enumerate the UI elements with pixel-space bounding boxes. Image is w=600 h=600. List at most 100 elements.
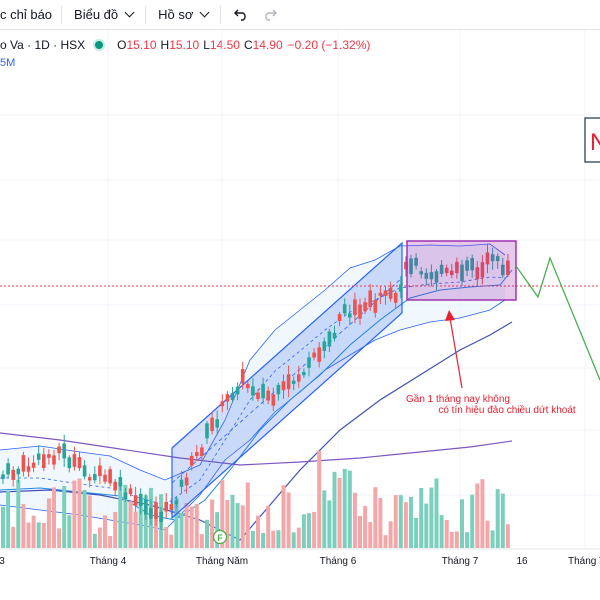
- time-axis[interactable]: 3 Tháng 4 Tháng Năm Tháng 6 Tháng 7 16 T…: [0, 556, 600, 567]
- candle: [460, 259, 464, 287]
- volume-bar: [143, 495, 148, 548]
- candle: [317, 342, 321, 368]
- volume-bar: [256, 515, 260, 548]
- volume-bar: [1, 506, 5, 548]
- candle: [42, 447, 46, 471]
- candle: [123, 487, 128, 502]
- symbol-name[interactable]: o Va · 1D · HSX: [0, 38, 86, 52]
- candle: [82, 460, 87, 480]
- volume-bar: [276, 530, 281, 548]
- candle: [414, 253, 418, 270]
- candle: [87, 474, 92, 488]
- volume-bar: [363, 505, 368, 548]
- volume-bar: [393, 495, 398, 548]
- candle: [297, 365, 301, 388]
- volume-bar: [271, 530, 276, 548]
- symbol-legend: o Va · 1D · HSX O 15.10 H 15.10 L 14.50 …: [0, 36, 370, 54]
- candle: [429, 264, 434, 287]
- volume-bar: [388, 521, 393, 548]
- volume-bar: [169, 534, 174, 548]
- partial-label-box: [584, 117, 600, 163]
- volume-bar: [82, 489, 87, 548]
- volume-bar: [46, 498, 51, 548]
- indicators-label: c chỉ báo: [0, 7, 53, 22]
- volume-bar: [108, 535, 113, 548]
- undo-button[interactable]: [234, 0, 248, 30]
- close-value: 14.90: [252, 38, 283, 52]
- candle: [246, 380, 250, 393]
- toolbar-divider: [220, 5, 222, 24]
- projection-path[interactable]: [515, 256, 600, 381]
- volume-bar: [470, 494, 475, 548]
- volume-bar: [419, 487, 424, 548]
- high-label: H: [160, 38, 170, 52]
- volume-bar: [31, 515, 36, 548]
- volume-bar: [62, 486, 67, 548]
- candle: [108, 466, 112, 487]
- redo-icon: [265, 9, 278, 21]
- time-label-june: Tháng 6: [320, 556, 357, 567]
- volume-bar: [174, 497, 179, 548]
- volume-bar: [312, 511, 317, 548]
- candle: [113, 478, 117, 496]
- time-label-july: Tháng 7: [442, 556, 479, 567]
- chart-type-button[interactable]: Biểu đồ: [74, 0, 135, 30]
- candle: [261, 377, 265, 405]
- volume-bar: [133, 511, 138, 548]
- candle: [133, 486, 138, 512]
- candle: [337, 312, 342, 327]
- profile-button[interactable]: Hồ sơ: [158, 0, 210, 30]
- volume-bar: [57, 528, 62, 548]
- volume-bar: [67, 515, 72, 548]
- bollinger-lower-band: [0, 299, 506, 531]
- volume-bar: [475, 483, 480, 548]
- volume-bar: [409, 496, 413, 548]
- volume-bar: [128, 501, 133, 548]
- chevron-down-icon: [124, 7, 135, 18]
- volume-bar: [123, 484, 128, 548]
- candle: [291, 376, 296, 391]
- candle: [404, 256, 408, 277]
- indicators-button[interactable]: c chỉ báo: [0, 0, 52, 30]
- earnings-marker[interactable]: F: [212, 529, 228, 545]
- volume-bar: [495, 489, 500, 548]
- candle: [67, 455, 72, 473]
- redo-button[interactable]: [263, 0, 278, 30]
- volume-bar: [424, 503, 429, 548]
- volume-bar: [337, 477, 342, 548]
- candle: [174, 495, 179, 508]
- candle: [62, 434, 66, 467]
- chart-type-label: Biểu đồ: [74, 7, 119, 22]
- consolidation-range-box[interactable]: [406, 240, 517, 301]
- close-label: C: [243, 38, 253, 52]
- volume-bar: [403, 502, 408, 548]
- change-value: −0.20 (−1.32%): [287, 38, 371, 52]
- volume-bar: [429, 487, 434, 548]
- candle: [210, 412, 214, 435]
- candle: [47, 449, 51, 465]
- volume-bar: [103, 515, 107, 548]
- candle: [286, 365, 291, 398]
- volume-bar: [245, 482, 250, 548]
- toolbar-divider: [61, 5, 63, 24]
- volume-bar: [505, 524, 510, 548]
- annotation-arrowhead-icon: [445, 310, 455, 321]
- market-status-icon: [93, 39, 106, 51]
- candle: [52, 449, 56, 470]
- candle: [342, 298, 347, 316]
- volume-bar: [240, 505, 245, 548]
- earnings-marker-label: F: [217, 533, 223, 543]
- price-chart[interactable]: Gần 1 tháng nay không có tín hiệu đảo ch…: [0, 30, 600, 600]
- volume-bar: [52, 487, 56, 548]
- annotation-arrow-line: [449, 317, 463, 389]
- volume-bar: [235, 503, 240, 548]
- candle: [271, 387, 276, 412]
- candle: [444, 264, 449, 277]
- top-toolbar: c chỉ báo Biểu đồ Hồ sơ: [0, 0, 600, 30]
- toolbar-divider: [145, 5, 147, 24]
- undo-icon: [234, 9, 247, 21]
- low-value: 14.50: [209, 38, 240, 52]
- volume-bar: [205, 519, 209, 548]
- candle: [307, 351, 311, 377]
- candle: [480, 255, 485, 285]
